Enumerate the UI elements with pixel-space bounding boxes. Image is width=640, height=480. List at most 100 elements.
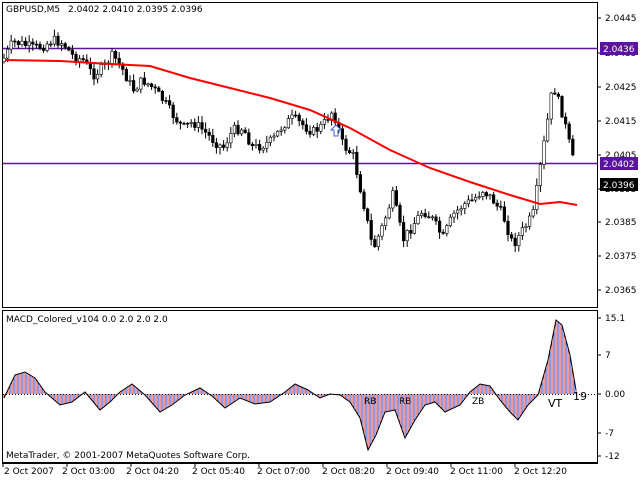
candle-body [207, 131, 211, 136]
candle-body [16, 41, 21, 46]
macd-annotation: RB [399, 397, 411, 407]
candle-body [229, 133, 233, 144]
macd-end-value: 19 [573, 390, 587, 403]
candle-body [560, 96, 564, 118]
candle-body [27, 41, 31, 47]
candle-body [495, 202, 499, 207]
candle-body [509, 234, 514, 239]
candle-body [344, 138, 348, 151]
candle-body [283, 127, 287, 131]
time-tick: 2 Oct 2007 [4, 467, 54, 477]
candle-body [459, 208, 463, 211]
upper-line-price-label: 2.0436 [603, 45, 635, 55]
candle-body [481, 192, 485, 197]
candle-body [304, 124, 309, 132]
price-panel-frame [2, 2, 598, 308]
candle-body [455, 209, 460, 214]
candle-body [545, 118, 550, 142]
candle-body [567, 123, 571, 140]
candle-body [70, 49, 74, 55]
candle-body [513, 237, 517, 247]
candle-body [243, 129, 247, 133]
candle-body [473, 197, 478, 201]
candle-body [218, 144, 222, 148]
candle-body [383, 217, 388, 226]
candle-body [297, 114, 301, 122]
chart-ohlc: 2.0402 2.0410 2.0395 2.0396 [68, 5, 203, 15]
macd-annotation: VT [548, 397, 563, 410]
candle-body [448, 216, 453, 227]
time-tick: 2 Oct 03:00 [62, 467, 115, 477]
price-tick: 2.0425 [605, 83, 637, 93]
candle-body [9, 40, 13, 50]
indicator-tick: 0.00 [605, 390, 625, 400]
candle-body [160, 91, 165, 101]
candle-body [311, 127, 316, 135]
indicator-tick: 15.1 [605, 314, 625, 324]
price-tick: 2.0405 [605, 151, 637, 161]
candle-body [553, 92, 557, 95]
candle-body [527, 215, 532, 227]
candle-body [365, 208, 370, 221]
price-tick: 2.0385 [605, 218, 637, 228]
candle-body [63, 43, 67, 48]
time-tick: 2 Oct 12:20 [514, 467, 567, 477]
candle-body [502, 206, 507, 222]
candle-body [13, 40, 17, 43]
candle-body [347, 150, 352, 153]
candle-body [178, 121, 183, 124]
candle-body [520, 227, 524, 236]
candle-body [164, 100, 168, 102]
candle-body [351, 152, 355, 154]
indicator-axis: 15.1 7 0.00 -7 -12 [598, 314, 625, 462]
candle-body [175, 117, 179, 123]
candle-body [466, 199, 471, 205]
candle-body [340, 128, 345, 140]
time-tick: 2 Oct 09:40 [386, 467, 439, 477]
candle-body [484, 192, 489, 197]
candle-body [412, 223, 417, 234]
candle-body [488, 194, 492, 197]
candle-body [308, 130, 312, 135]
lower-line-price-label: 2.0402 [603, 160, 635, 170]
candle-body [254, 144, 258, 146]
candle-body [117, 57, 121, 65]
candle-body [261, 147, 265, 151]
buy-arrow-icon [329, 124, 343, 137]
upper-line-price-label-bg [600, 42, 638, 55]
candle-body [189, 122, 193, 124]
candle-body [563, 116, 568, 125]
candle-body [427, 216, 431, 218]
time-tick: 2 Oct 11:00 [450, 467, 503, 477]
candle-body [41, 47, 46, 51]
candle-body [373, 239, 377, 247]
time-tick: 2 Oct 04:20 [126, 467, 179, 477]
candle-body [445, 225, 449, 234]
candle-body [268, 136, 273, 143]
candle-body [275, 131, 280, 137]
candle-body [222, 144, 226, 148]
candle-body [142, 77, 147, 85]
candle-body [240, 129, 244, 135]
candle-body [434, 216, 438, 222]
candle-body [81, 58, 85, 61]
candle-body [319, 124, 323, 132]
candle-body [211, 135, 215, 143]
candle-body [477, 196, 481, 198]
candle-body [358, 174, 363, 193]
candle-body [419, 213, 424, 216]
candle-body [409, 230, 413, 234]
candle-body [157, 87, 161, 92]
price-tick: 2.0445 [605, 14, 637, 24]
candle-body [423, 213, 427, 217]
candle-body [182, 122, 186, 125]
candle-body [146, 83, 150, 86]
candle-body [196, 122, 201, 128]
candle-body [52, 35, 56, 45]
candle-body [542, 140, 546, 165]
candle-body [45, 43, 49, 51]
candle-body [214, 142, 219, 148]
moving-average-line [4, 59, 578, 206]
